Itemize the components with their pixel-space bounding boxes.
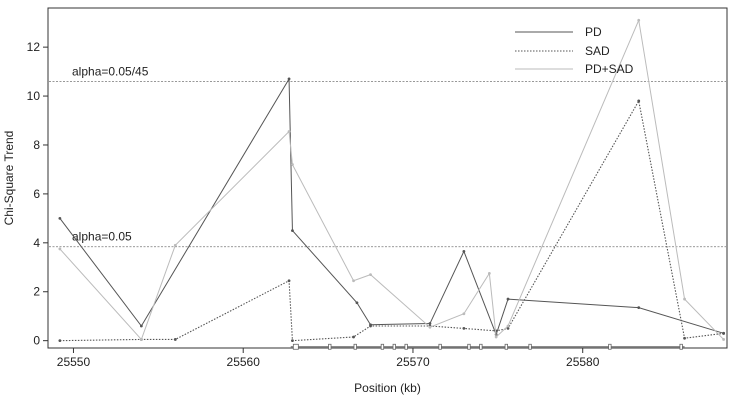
series-1-point-8 [462, 327, 466, 330]
series-2-point-14 [722, 338, 726, 341]
series-line-0 [59, 77, 724, 337]
gene-exon-10 [528, 343, 532, 350]
y-tick-label-4: 8 [33, 138, 40, 152]
x-tick-label-3: 25580 [566, 355, 600, 369]
x-axis-title: Position (kb) [354, 381, 421, 395]
series-1-point-11 [637, 99, 641, 103]
gene-exon-7 [467, 343, 471, 350]
gene-exon-0 [292, 343, 299, 350]
gene-exon-8 [479, 343, 483, 350]
series-1-point-2 [173, 338, 177, 341]
y-tick-label-0: 0 [33, 334, 40, 348]
series-1-point-4 [291, 339, 294, 343]
series-0-point-1 [139, 324, 143, 328]
x-tick-label-0: 25550 [57, 355, 91, 369]
data-series [58, 18, 726, 343]
gene-exon-5 [404, 343, 408, 350]
y-axis: 0 2 4 6 8 10 12 [27, 40, 48, 348]
x-axis: 25550 25560 25570 25580 [57, 348, 600, 369]
series-0-point-10 [637, 306, 641, 310]
series-2-point-11 [506, 324, 510, 328]
y-tick-label-3: 6 [33, 187, 40, 201]
series-1-point-0 [58, 339, 62, 343]
gene-exon-11 [608, 343, 612, 350]
series-1-point-5 [352, 335, 355, 339]
series-2-point-7 [428, 325, 432, 329]
series-1-point-3 [287, 279, 291, 283]
series-2-point-5 [352, 279, 355, 283]
gene-exon-4 [392, 343, 396, 350]
y-tick-label-6: 12 [27, 40, 41, 54]
series-2-point-6 [369, 273, 372, 277]
series-1-point-6 [369, 324, 372, 328]
series-2-point-4 [291, 163, 294, 166]
gene-exon-3 [380, 343, 385, 350]
gene-track [290, 343, 685, 350]
series-2-point-2 [173, 243, 177, 247]
series-2-point-1 [139, 338, 143, 341]
series-2-point-8 [462, 312, 466, 316]
legend-label-0: PD [585, 25, 602, 39]
y-tick-label-2: 4 [33, 236, 40, 250]
plot-frame [47, 7, 728, 349]
gene-exon-9 [504, 343, 508, 350]
reference-lines: alpha=0.05/45 alpha=0.05 [49, 64, 726, 248]
series-0-point-0 [58, 216, 62, 220]
series-2-point-0 [58, 247, 62, 251]
series-0-point-9 [506, 297, 510, 301]
series-1-point-13 [722, 331, 726, 335]
series-0-point-3 [291, 229, 294, 232]
series-1-point-10 [506, 327, 510, 330]
series-0-point-6 [428, 322, 432, 325]
reference-line-label-1: alpha=0.05 [72, 230, 132, 244]
reference-line-label-0: alpha=0.05/45 [72, 64, 149, 78]
gene-exon-2 [353, 343, 357, 350]
series-2-point-9 [487, 271, 491, 275]
series-0-point-4 [355, 301, 359, 305]
gene-exon-12 [679, 343, 683, 350]
series-0-point-7 [462, 249, 466, 253]
legend-label-1: SAD [585, 44, 610, 58]
series-line-1 [59, 99, 724, 342]
series-1-point-12 [683, 336, 686, 340]
x-tick-label-2: 25570 [396, 355, 430, 369]
x-tick-label-1: 25560 [227, 355, 261, 369]
series-2-point-12 [637, 18, 641, 22]
y-tick-label-5: 10 [27, 89, 41, 103]
legend: PD SAD PD+SAD [515, 25, 634, 76]
gene-exon-6 [438, 343, 442, 350]
legend-label-2: PD+SAD [585, 62, 634, 76]
series-2-point-13 [683, 297, 686, 301]
y-axis-title: Chi-Square Trend [2, 131, 16, 226]
series-2-point-3 [287, 130, 291, 133]
series-0-point-2 [287, 77, 291, 81]
gene-exon-1 [328, 343, 332, 350]
y-tick-label-1: 2 [33, 285, 40, 299]
series-2-point-10 [494, 335, 498, 339]
